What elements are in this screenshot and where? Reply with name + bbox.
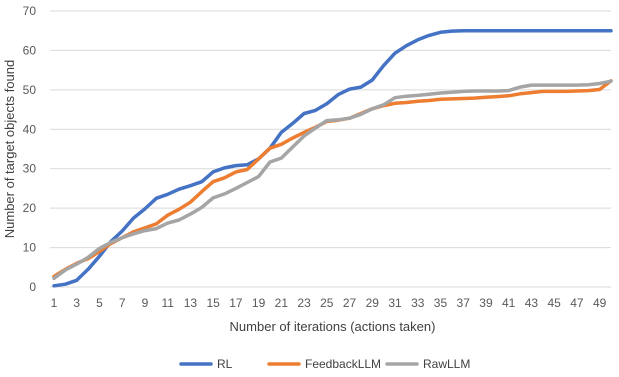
- x-axis-ticks: 1 3 5 7 9 11 13 15 17 19 21 23 25 27 29 31 33 35 37 39 41 43 4…: [51, 296, 607, 310]
- x-tick-label: 13: [184, 296, 198, 310]
- x-tick-label: 45: [547, 296, 561, 310]
- y-axis-title: Number of target objects found: [2, 60, 17, 239]
- x-tick-label: 11: [161, 296, 174, 310]
- legend: RL FeedbackLLM RawLLM: [179, 357, 470, 371]
- gridlines: [50, 10, 611, 288]
- x-tick-label: 3: [73, 296, 80, 310]
- y-tick-label: 20: [23, 201, 37, 215]
- x-tick-label: 39: [479, 296, 493, 310]
- y-tick-label: 30: [23, 162, 37, 176]
- series-lines: [52, 28, 613, 288]
- x-tick-label: 29: [366, 296, 380, 310]
- legend-label: RawLLM: [423, 357, 470, 371]
- x-axis-title: Number of iterations (actions taken): [230, 319, 436, 334]
- y-tick-label: 10: [23, 241, 37, 255]
- x-tick-label: 49: [593, 296, 607, 310]
- series-line-rawllm: [52, 79, 613, 281]
- x-tick-label: 7: [119, 296, 126, 310]
- y-tick-label: 60: [23, 43, 37, 57]
- x-tick-label: 19: [252, 296, 266, 310]
- x-tick-label: 21: [275, 296, 289, 310]
- x-tick-label: 31: [388, 296, 402, 310]
- legend-label: RL: [217, 357, 233, 371]
- y-axis-ticks: 0 10 20 30 40 50 60 70: [23, 4, 37, 294]
- series-line-rl: [52, 28, 613, 288]
- x-tick-label: 9: [142, 296, 149, 310]
- series-line-feedbackllm: [52, 79, 613, 279]
- x-tick-label: 1: [51, 296, 58, 310]
- x-tick-label: 25: [320, 296, 334, 310]
- legend-label: FeedbackLLM: [305, 357, 381, 371]
- x-tick-label: 35: [434, 296, 448, 310]
- x-tick-label: 23: [297, 296, 311, 310]
- x-tick-label: 41: [502, 296, 516, 310]
- y-tick-label: 0: [29, 280, 36, 294]
- x-tick-label: 27: [343, 296, 357, 310]
- x-tick-label: 17: [229, 296, 243, 310]
- x-tick-label: 43: [525, 296, 539, 310]
- x-tick-label: 33: [411, 296, 425, 310]
- x-tick-label: 5: [96, 296, 103, 310]
- x-tick-label: 47: [570, 296, 584, 310]
- y-tick-label: 70: [23, 4, 37, 18]
- x-tick-label: 37: [457, 296, 471, 310]
- y-tick-label: 40: [23, 122, 37, 136]
- y-tick-label: 50: [23, 83, 37, 97]
- x-tick-label: 15: [206, 296, 220, 310]
